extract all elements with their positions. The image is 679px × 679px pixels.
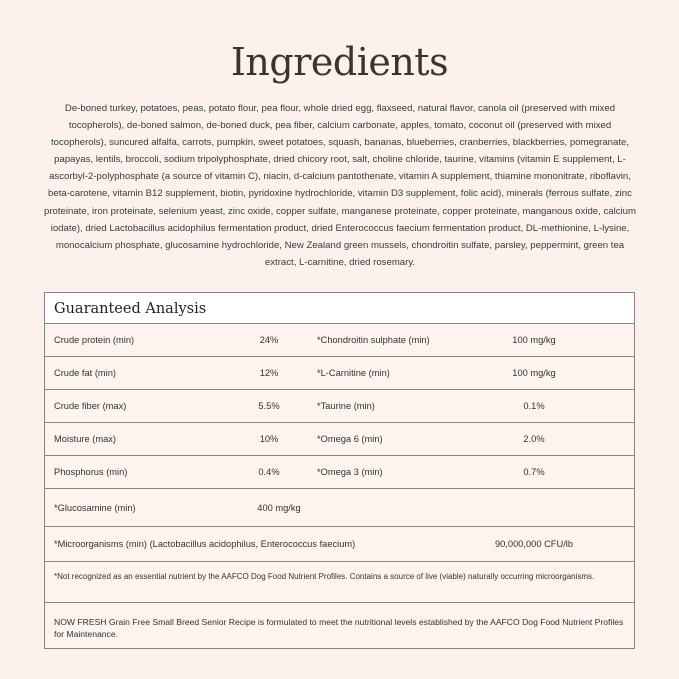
nutrient-value: 24% <box>259 335 279 345</box>
nutrient-value: 0.7% <box>523 467 545 477</box>
table-row: Moisture (max) 10% *Omega 6 (min) 2.0% <box>45 423 634 456</box>
table-row: Crude protein (min) 24% *Chondroitin sulph… <box>45 324 634 357</box>
nutrient-value: 100 mg/kg <box>512 368 556 378</box>
guaranteed-analysis-table: Guaranteed Analysis Crude protein (min) 2… <box>44 292 635 649</box>
nutrient-value: 100 mg/kg <box>512 335 556 345</box>
ingredients-list: De-boned turkey, potatoes, peas, potato … <box>44 103 636 268</box>
table-row: *Microorganisms (min) (Lactobacillus aci… <box>45 527 634 562</box>
nutrient-name: Crude protein (min) <box>54 335 135 345</box>
aafco-statement: NOW FRESH Grain Free Small Breed Senior … <box>54 617 624 639</box>
nutrient-name: *Omega 3 (min) <box>317 467 383 477</box>
table-row: Crude fiber (max) 5.5% *Taurine (min) 0.1% <box>45 390 634 423</box>
nutrient-value: 0.4% <box>258 467 280 477</box>
nutrient-name: Phosphorus (min) <box>54 467 128 477</box>
footnote: *Not recognized as an essential nutrient… <box>45 562 634 603</box>
nutrient-value: 90,000,000 CFU/lb <box>494 539 574 549</box>
nutrient-value: 12% <box>259 368 279 378</box>
table-title: Guaranteed Analysis <box>45 293 634 324</box>
nutrient-name: Crude fiber (max) <box>54 401 127 411</box>
nutrient-value: 2.0% <box>523 434 545 444</box>
nutrient-value: 0.1% <box>523 401 545 411</box>
nutrient-name: *L-Carnitine (min) <box>317 368 390 378</box>
nutrient-name: Moisture (max) <box>54 434 116 444</box>
nutrient-value: 10% <box>259 434 279 444</box>
nutrient-name: *Microorganisms (min) (Lactobacillus aci… <box>54 539 356 549</box>
nutrient-name: Crude fat (min) <box>54 368 116 378</box>
nutrient-name: *Glucosamine (min) <box>54 502 136 513</box>
table-row: Crude fat (min) 12% *L-Carnitine (min) 100 … <box>45 357 634 390</box>
nutrient-value: 400 mg/kg <box>257 502 301 513</box>
nutrient-value: 5.5% <box>258 401 280 411</box>
table-row: *Glucosamine (min) 400 mg/kg <box>45 489 634 527</box>
nutrient-name: *Chondroitin sulphate (min) <box>317 335 430 345</box>
nutrient-name: *Omega 6 (min) <box>317 434 383 444</box>
table-row: Phosphorus (min) 0.4% *Omega 3 (min) 0.7% <box>45 456 634 489</box>
nutrient-name: *Taurine (min) <box>317 401 375 411</box>
page-title: Ingredients <box>230 40 449 84</box>
